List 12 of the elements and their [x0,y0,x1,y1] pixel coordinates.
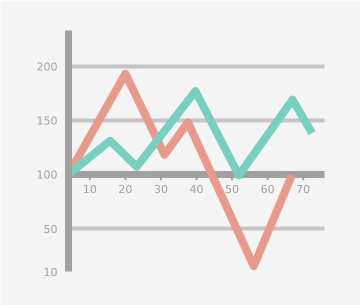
y-tick-label: 50 [44,222,58,236]
x-tick-label: 40 [190,182,204,196]
x-tick-label: 70 [296,182,310,196]
x-tick-label: 50 [225,182,240,196]
y-tick-label: 200 [36,60,58,74]
x-tick-label: 30 [154,182,168,196]
y-tick-label: 10 [44,266,58,279]
y-tick-label: 150 [36,114,58,128]
x-tick-label: 10 [82,182,97,196]
x-tick-label: 20 [118,182,132,196]
x-tick-label: 60 [260,182,275,196]
y-tick-label: 100 [36,168,58,182]
